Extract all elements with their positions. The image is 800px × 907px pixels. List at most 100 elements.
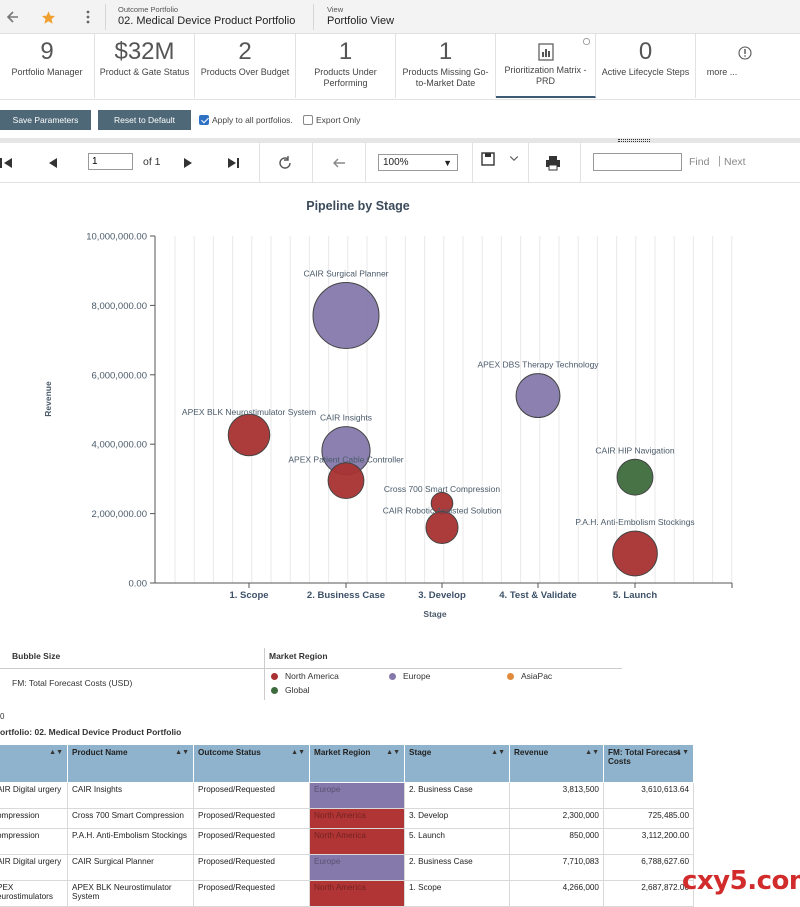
x-axis-label: Stage: [423, 609, 446, 619]
reset-to-default-button[interactable]: Reset to Default: [98, 110, 191, 130]
divider: [313, 4, 314, 30]
kpi-products-over-budget[interactable]: 2 Products Over Budget: [195, 34, 296, 98]
bubble-label: CAIR HIP Navigation: [595, 445, 674, 455]
col-header-stage[interactable]: Stage ▲▼: [404, 744, 510, 783]
kpi-value: 1: [338, 38, 353, 65]
table-header-row: ▲▼ Product Name ▲▼ Outcome Status ▲▼ Marke…: [0, 744, 694, 783]
table-row[interactable]: ompression P.A.H. Anti-Embolism Stocking…: [0, 828, 694, 855]
pipeline-bubble-chart: Pipeline by Stage 0.00 2,000,000.00 4,000,…: [43, 199, 733, 619]
legend-item-north-america: North America: [271, 671, 339, 681]
sort-icon[interactable]: ▲▼: [175, 749, 189, 756]
kpi-products-under-performing[interactable]: 1 Products Under Performing: [296, 34, 396, 98]
cell-revenue: 4,266,000: [509, 880, 604, 907]
sort-icon[interactable]: ▲▼: [491, 749, 505, 756]
divider: [312, 143, 313, 183]
cell-outcome-status: Proposed/Requested: [193, 880, 310, 907]
previous-page-icon[interactable]: [45, 155, 61, 171]
export-only-checkbox[interactable]: [303, 115, 313, 125]
portfolio-table: ▲▼ Product Name ▲▼ Outcome Status ▲▼ Marke…: [0, 744, 694, 907]
info-circle-icon: [738, 46, 752, 60]
kpi-products-missing-gtm-date[interactable]: 1 Products Missing Go-to-Market Date: [396, 34, 496, 98]
splitter[interactable]: [0, 138, 800, 143]
print-icon[interactable]: [545, 155, 561, 171]
more-vertical-icon[interactable]: [80, 9, 96, 25]
kpi-product-gate-status[interactable]: $32M Product & Gate Status: [95, 34, 195, 98]
cell-product-name: CAIR Insights: [67, 782, 194, 809]
apply-all-checkbox[interactable]: [199, 115, 209, 125]
x-tick-label: 1. Scope: [229, 590, 268, 601]
table-row[interactable]: ompression Cross 700 Smart Compression P…: [0, 808, 694, 829]
top-bar: Outcome Portfolio 02. Medical Device Pro…: [0, 0, 800, 34]
cell-product-name: CAIR Surgical Planner: [67, 854, 194, 881]
chevron-down-icon[interactable]: [508, 152, 520, 164]
legend-label: Global: [285, 685, 310, 695]
cell-market-region: Europe: [309, 854, 405, 881]
cell-forecast-costs: 6,788,627.60: [603, 854, 694, 881]
cell-portfolio: ompression: [0, 808, 68, 829]
cell-forecast-costs: 2,687,872.00: [603, 880, 694, 907]
find-link[interactable]: Find: [689, 156, 710, 168]
bubble-point: [616, 458, 654, 496]
page-number-input[interactable]: [88, 153, 133, 170]
favorite-star-icon[interactable]: [40, 9, 56, 25]
kpi-strip: 9 Portfolio Manager $32M Product & Gate …: [0, 34, 800, 100]
sort-icon[interactable]: ▲▼: [675, 749, 689, 756]
kpi-value: 1: [438, 38, 453, 65]
back-arrow-icon[interactable]: [5, 9, 21, 25]
next-link[interactable]: Next: [724, 156, 746, 168]
table-row[interactable]: AIR Digital urgery CAIR Surgical Planner…: [0, 854, 694, 881]
divider: [580, 143, 581, 183]
back-icon[interactable]: [331, 155, 347, 171]
kpi-label: Portfolio Manager: [11, 67, 83, 77]
cell-market-region: North America: [309, 808, 405, 829]
outcome-portfolio-selector[interactable]: 02. Medical Device Product Portfolio: [118, 15, 296, 27]
bubble-label: APEX DBS Therapy Technology: [477, 360, 599, 370]
cell-forecast-costs: 3,112,200.00: [603, 828, 694, 855]
bubble-size-header: Bubble Size: [12, 651, 61, 661]
col-header-revenue[interactable]: Revenue ▲▼: [509, 744, 604, 783]
chevron-down-icon: ▼: [443, 158, 452, 168]
cell-portfolio: PEX eurostimulators: [0, 880, 68, 907]
table-row[interactable]: AIR Digital urgery CAIR Insights Propose…: [0, 782, 694, 809]
divider: [365, 143, 366, 183]
col-header-portfolio[interactable]: ▲▼: [0, 744, 68, 783]
sort-icon[interactable]: ▲▼: [585, 749, 599, 756]
last-page-icon[interactable]: [226, 155, 242, 171]
bubble-point: [227, 413, 271, 457]
refresh-icon[interactable]: [277, 155, 293, 171]
col-header-product-name[interactable]: Product Name ▲▼: [67, 744, 194, 783]
apply-all-label: Apply to all portfolios.: [212, 115, 293, 125]
divider: [472, 143, 473, 183]
region-swatch: [389, 672, 396, 680]
splitter-handle[interactable]: [618, 139, 650, 142]
legend-label: North America: [285, 671, 339, 681]
kpi-prioritization-matrix[interactable]: Prioritization Matrix - PRD: [496, 34, 596, 98]
refresh-small-icon[interactable]: [582, 37, 591, 46]
kpi-more[interactable]: more ...: [696, 34, 800, 98]
find-input[interactable]: [593, 153, 682, 171]
cell-stage: 5. Launch: [404, 828, 510, 855]
cell-forecast-costs: 3,610,613.64: [603, 782, 694, 809]
next-page-icon[interactable]: [180, 155, 196, 171]
cell-market-region: North America: [309, 880, 405, 907]
kpi-value: $32M: [114, 38, 175, 65]
save-export-icon[interactable]: [480, 151, 496, 167]
bubble-point: [425, 510, 459, 545]
cell-stage: 2. Business Case: [404, 782, 510, 809]
col-header-forecast-costs[interactable]: FM: Total Forecast Costs ▲▼: [603, 744, 694, 783]
sort-icon[interactable]: ▲▼: [49, 749, 63, 756]
region-swatch: [271, 672, 278, 680]
sort-icon[interactable]: ▲▼: [386, 749, 400, 756]
zoom-select[interactable]: 100% ▼: [378, 154, 458, 171]
view-selector[interactable]: Portfolio View: [327, 15, 395, 27]
col-header-market-region[interactable]: Market Region ▲▼: [309, 744, 405, 783]
sort-icon[interactable]: ▲▼: [291, 749, 305, 756]
save-parameters-button[interactable]: Save Parameters: [0, 110, 91, 130]
cell-product-name: P.A.H. Anti-Embolism Stockings: [67, 828, 194, 855]
col-header-outcome-status[interactable]: Outcome Status ▲▼: [193, 744, 310, 783]
first-page-icon[interactable]: [0, 155, 16, 171]
kpi-portfolio-manager[interactable]: 9 Portfolio Manager: [0, 34, 95, 98]
bubble-point: [312, 281, 380, 349]
table-row[interactable]: PEX eurostimulators APEX BLK Neurostimul…: [0, 880, 694, 907]
kpi-active-lifecycle-steps[interactable]: 0 Active Lifecycle Steps: [596, 34, 696, 98]
